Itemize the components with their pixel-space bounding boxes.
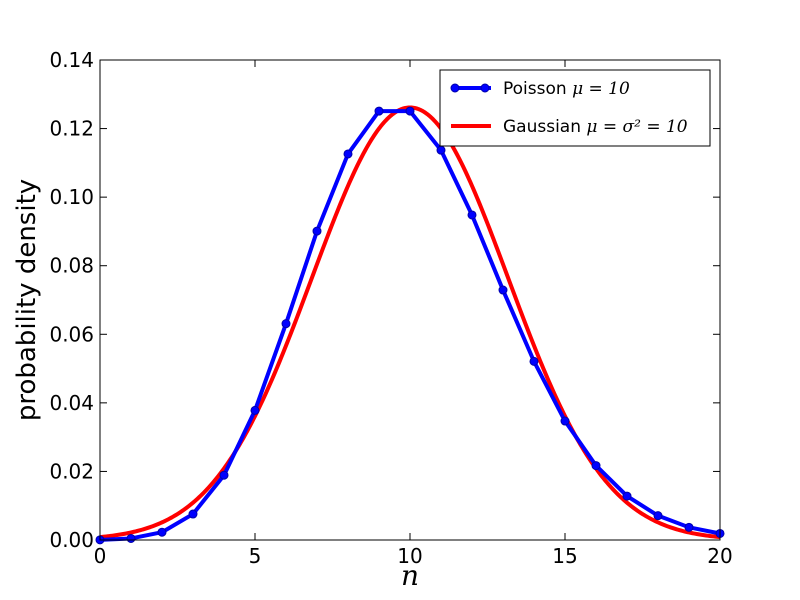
poisson-point — [281, 319, 291, 329]
poisson-point — [250, 405, 260, 415]
y-axis-label: probability density — [12, 179, 42, 421]
poisson-point — [498, 285, 508, 295]
poisson-point — [622, 491, 632, 501]
poisson-point — [529, 356, 539, 366]
poisson-series-line — [99, 109, 721, 542]
gaussian-series-line — [99, 105, 721, 540]
legend-poisson-marker — [480, 83, 490, 93]
legend-gaussian-label: Gaussian μ = σ² = 10 — [503, 117, 688, 137]
poisson-point — [374, 106, 384, 116]
y-tick-label: 0.02 — [49, 459, 94, 483]
poisson-point — [219, 470, 229, 480]
poisson-point — [684, 522, 694, 532]
legend: Poisson μ = 10 Gaussian μ = σ² = 10 — [439, 69, 711, 147]
poisson-point — [405, 106, 415, 116]
poisson-point — [312, 226, 322, 236]
poisson-point — [126, 533, 136, 543]
x-tick-label: 0 — [94, 544, 107, 568]
legend-poisson-label: Poisson μ = 10 — [503, 79, 630, 99]
x-tick-label: 5 — [249, 544, 262, 568]
y-tick-label: 0.10 — [49, 185, 94, 209]
poisson-point — [653, 511, 663, 521]
y-tick-label: 0.08 — [49, 254, 94, 278]
plot-lines — [95, 105, 725, 545]
y-tick-label: 0.12 — [49, 117, 94, 141]
x-tick-label: 20 — [707, 544, 732, 568]
x-tick-label: 15 — [552, 544, 577, 568]
poisson-point — [591, 461, 601, 471]
y-tick-label: 0.14 — [49, 48, 94, 72]
legend-poisson-marker — [450, 83, 460, 93]
axis-ticks — [99, 59, 721, 541]
poisson-point — [343, 149, 353, 159]
poisson-point — [436, 145, 446, 155]
poisson-point — [157, 527, 167, 537]
poisson-point — [467, 210, 477, 220]
y-tick-label: 0.00 — [49, 528, 94, 552]
y-tick-label: 0.04 — [49, 391, 94, 415]
x-axis-label: n — [401, 559, 419, 592]
poisson-point — [560, 416, 570, 426]
legend-box — [439, 69, 711, 147]
y-tick-label: 0.06 — [49, 322, 94, 346]
poisson-point — [188, 509, 198, 519]
axis-tick-labels: 0 5 10 15 20 0.00 0.02 0.04 0.06 0.08 0.10 0.12 0.14 — [49, 48, 732, 568]
x-tick-label: 10 — [397, 544, 422, 568]
